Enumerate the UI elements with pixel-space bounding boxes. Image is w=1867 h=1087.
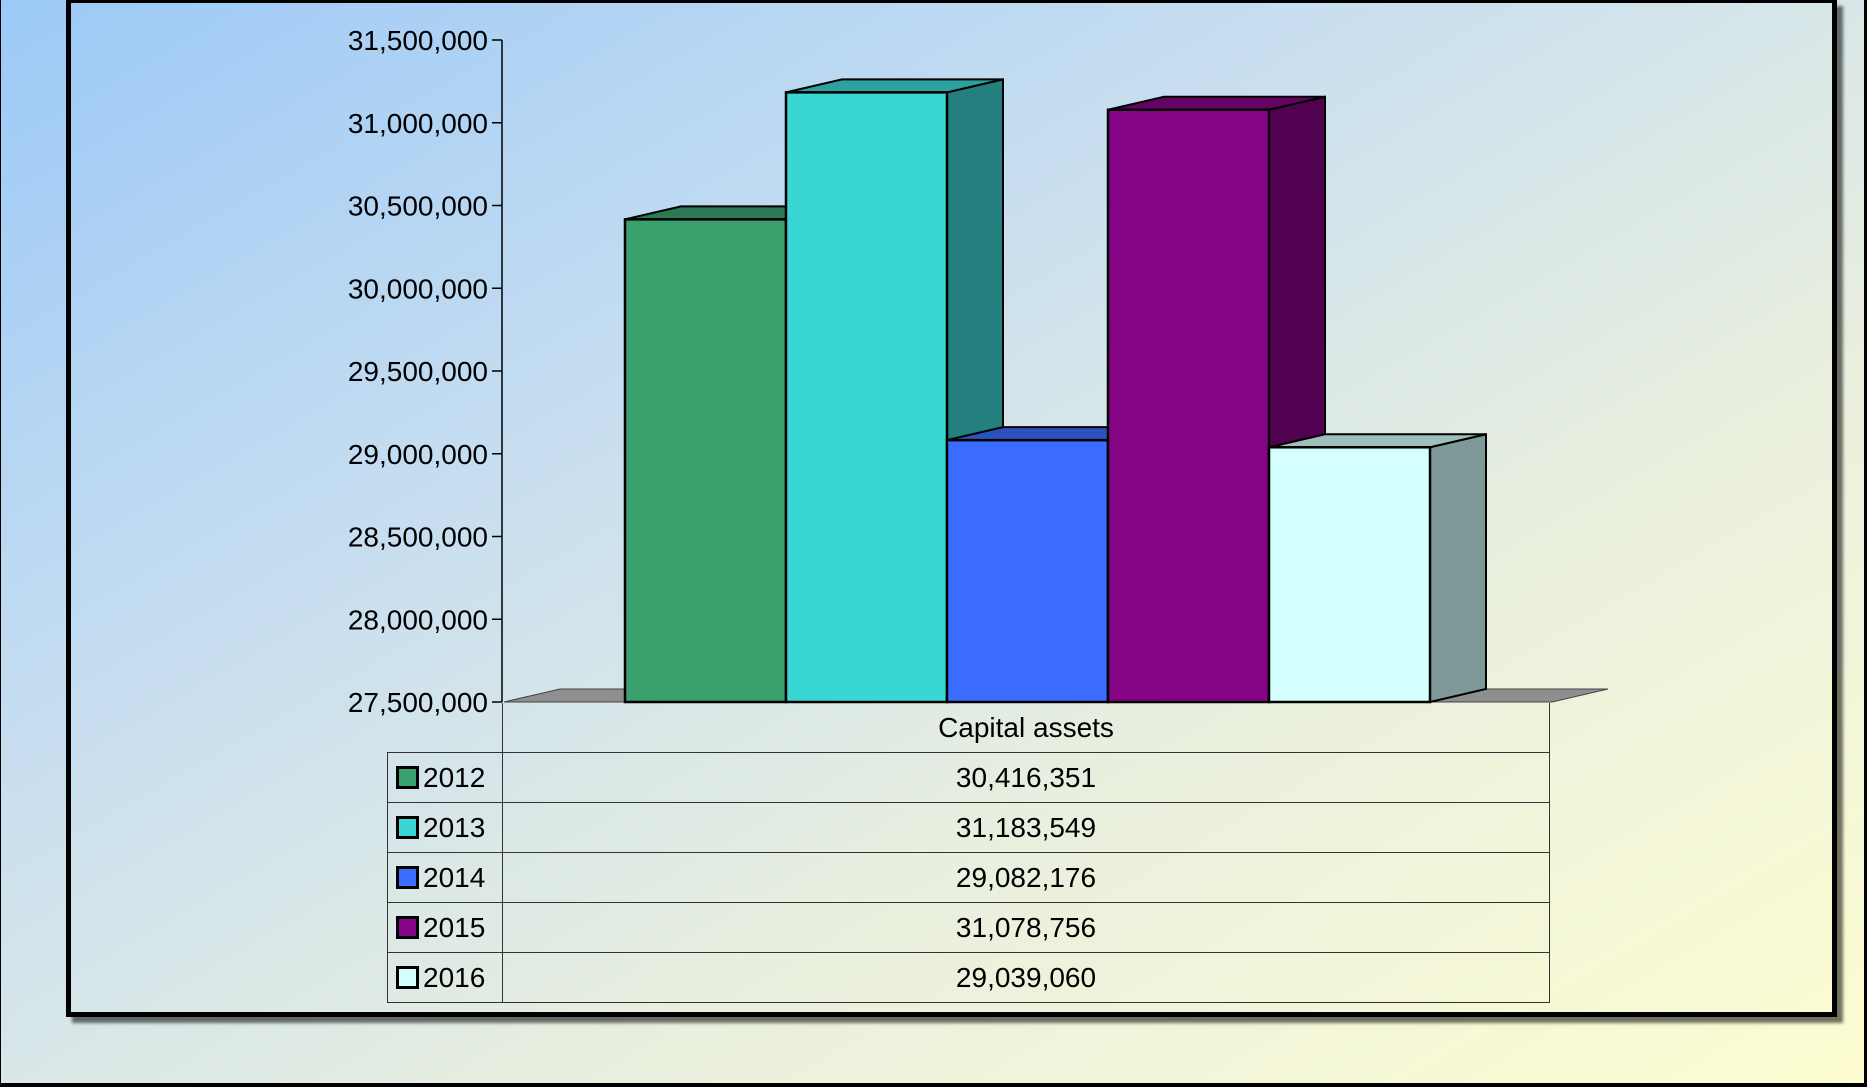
bar-front-face [1267, 446, 1432, 704]
table-header-row: Capital assets [387, 703, 1550, 753]
y-tick-label: 28,000,000 [348, 604, 488, 635]
bar-2016 [1267, 433, 1487, 704]
y-tick-label: 30,500,000 [348, 191, 488, 222]
bar-front-face [623, 218, 788, 704]
bar-front-face [784, 91, 949, 704]
y-tick-label: 30,000,000 [348, 273, 488, 304]
legend-entry: 2013 [387, 802, 503, 853]
bar-2013 [784, 78, 1004, 704]
bar-front-face [945, 438, 1110, 704]
y-tick-label: 29,500,000 [348, 356, 488, 387]
bar-group [503, 78, 1609, 704]
legend-swatch [396, 865, 419, 889]
legend-swatch [396, 915, 419, 939]
legend-label: 2015 [423, 911, 486, 943]
legend-entry: 2014 [387, 852, 503, 903]
table-corner [387, 703, 503, 753]
legend-label: 2012 [423, 761, 486, 793]
legend-swatch [396, 815, 419, 839]
table-value: 31,183,549 [502, 802, 1550, 853]
legend-entry: 2016 [387, 952, 503, 1003]
table-row: 2014 29,082,176 [387, 852, 1550, 903]
table-row: 2013 31,183,549 [387, 802, 1550, 853]
legend-label: 2016 [423, 961, 486, 993]
table-value: 31,078,756 [502, 902, 1550, 953]
data-table: Capital assets 2012 30,416,351 2013 31,1… [387, 703, 1550, 1003]
y-tick-label: 28,500,000 [348, 522, 488, 553]
chart-plot-frame [66, 0, 1837, 1017]
table-row: 2012 30,416,351 [387, 752, 1550, 803]
table-row: 2016 29,039,060 [387, 952, 1550, 1003]
table-value: 29,039,060 [502, 952, 1550, 1003]
y-tick-label: 29,000,000 [348, 439, 488, 470]
bar-front-face [1106, 108, 1271, 704]
legend-swatch [396, 965, 419, 989]
y-axis: 27,500,00028,000,00028,500,00029,000,000… [348, 25, 503, 718]
table-value: 29,082,176 [502, 852, 1550, 903]
y-tick-label: 31,000,000 [348, 108, 488, 139]
legend-label: 2013 [423, 811, 486, 843]
table-value: 30,416,351 [502, 752, 1550, 803]
legend-entry: 2012 [387, 752, 503, 803]
legend-entry: 2015 [387, 902, 503, 953]
legend-swatch [396, 765, 419, 789]
table-header-category: Capital assets [502, 703, 1550, 753]
table-row: 2015 31,078,756 [387, 902, 1550, 953]
legend-label: 2014 [423, 861, 486, 893]
bar-side-face [1429, 433, 1487, 704]
y-tick-label: 31,500,000 [348, 25, 488, 56]
